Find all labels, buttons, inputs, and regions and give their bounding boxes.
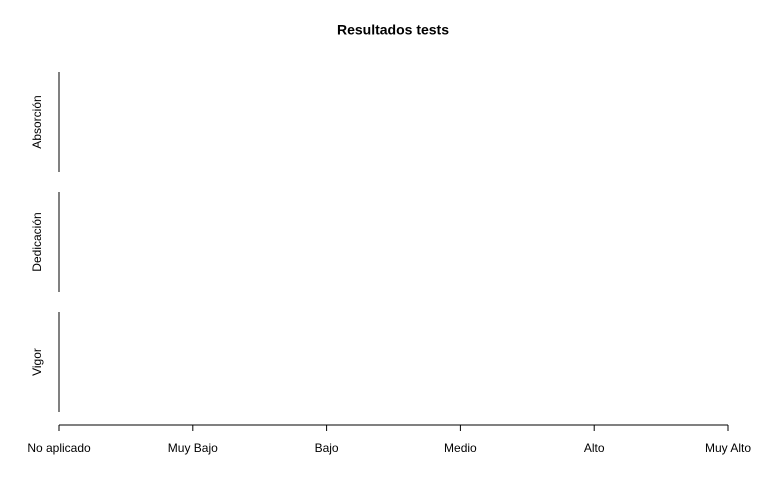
x-tick-label: Muy Alto [705, 441, 751, 455]
panel-label: Absorción [30, 95, 44, 148]
panel-label: Dedicación [30, 212, 44, 271]
x-tick-label: Muy Bajo [168, 441, 218, 455]
x-tick-label: Alto [584, 441, 605, 455]
x-tick-label: Medio [444, 441, 477, 455]
x-tick-label: No aplicado [27, 441, 91, 455]
x-tick-label: Bajo [315, 441, 339, 455]
panel-label: Vigor [30, 348, 44, 376]
chart-title: Resultados tests [337, 22, 449, 38]
